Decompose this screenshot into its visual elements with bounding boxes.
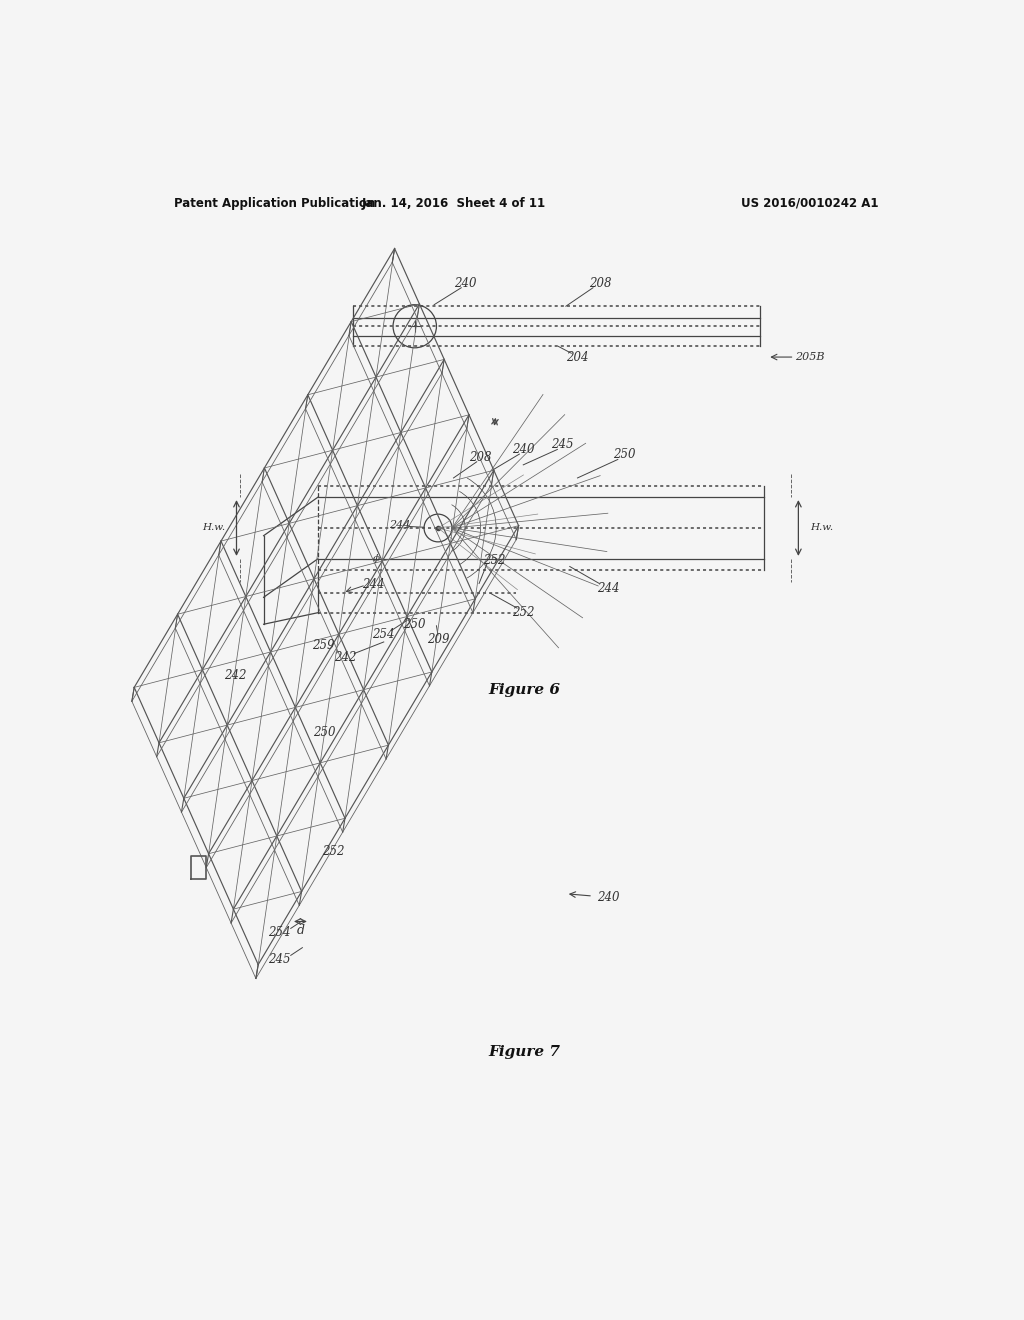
Text: 250: 250 [612, 449, 635, 462]
Text: 242: 242 [334, 651, 356, 664]
Text: 250: 250 [312, 726, 335, 739]
Text: 250: 250 [403, 618, 426, 631]
Text: Patent Application Publication: Patent Application Publication [174, 197, 376, 210]
Text: Figure 6: Figure 6 [488, 682, 561, 697]
Text: 209: 209 [427, 634, 450, 647]
Text: ϕ: ϕ [373, 554, 380, 564]
Text: 244: 244 [362, 578, 385, 591]
Text: 242: 242 [224, 668, 247, 681]
Text: 240: 240 [512, 444, 535, 455]
Text: Jan. 14, 2016  Sheet 4 of 11: Jan. 14, 2016 Sheet 4 of 11 [361, 197, 546, 210]
Text: 240: 240 [454, 277, 476, 290]
Text: H.w.: H.w. [202, 524, 225, 532]
Text: 252: 252 [483, 554, 506, 566]
Text: d: d [296, 924, 304, 937]
Text: 244: 244 [388, 520, 410, 529]
Text: Figure 7: Figure 7 [488, 1044, 561, 1059]
Text: 252: 252 [323, 845, 345, 858]
Text: US 2016/0010242 A1: US 2016/0010242 A1 [741, 197, 879, 210]
Text: 254: 254 [268, 925, 291, 939]
Text: 245: 245 [268, 953, 291, 966]
Text: 208: 208 [469, 450, 492, 463]
Text: H.w.: H.w. [810, 524, 834, 532]
Text: 259: 259 [312, 639, 335, 652]
Text: 244: 244 [597, 582, 620, 594]
Text: 240: 240 [597, 891, 620, 904]
Text: 208: 208 [590, 277, 612, 290]
Text: 204: 204 [566, 351, 589, 363]
Text: 245: 245 [551, 438, 573, 451]
Text: 205B: 205B [796, 352, 824, 362]
Text: 252: 252 [512, 606, 535, 619]
Text: 254: 254 [373, 628, 395, 640]
